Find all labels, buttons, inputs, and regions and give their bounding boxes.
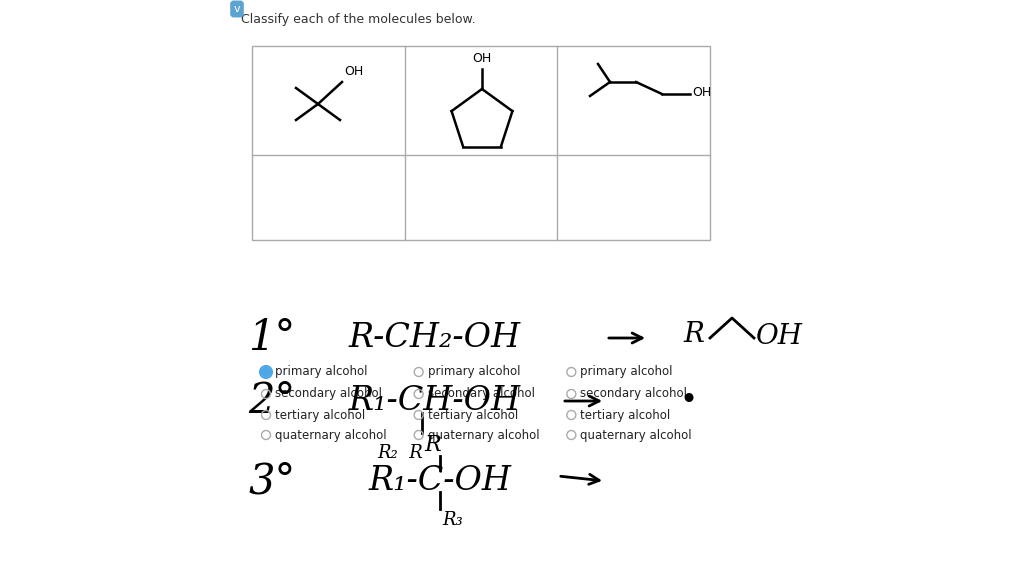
Text: tertiary alcohol: tertiary alcohol [428, 408, 518, 422]
Text: 1°: 1° [248, 317, 296, 359]
Text: v: v [233, 4, 241, 14]
Text: R-CH₂-OH: R-CH₂-OH [349, 322, 521, 354]
Text: R₃: R₃ [442, 511, 463, 529]
Text: R₁-C-OH: R₁-C-OH [369, 465, 512, 497]
Text: quaternary alcohol: quaternary alcohol [581, 429, 692, 441]
Text: primary alcohol: primary alcohol [275, 366, 368, 378]
Text: secondary alcohol: secondary alcohol [428, 388, 535, 400]
Text: R: R [683, 320, 705, 347]
Text: secondary alcohol: secondary alcohol [581, 388, 687, 400]
Text: •: • [679, 386, 697, 415]
Text: OH: OH [472, 52, 492, 65]
FancyBboxPatch shape [252, 46, 710, 240]
Text: secondary alcohol: secondary alcohol [275, 388, 382, 400]
Text: primary alcohol: primary alcohol [581, 366, 673, 378]
Text: tertiary alcohol: tertiary alcohol [581, 408, 671, 422]
Text: R₂  R: R₂ R [377, 444, 423, 462]
Text: OH: OH [344, 65, 364, 78]
Text: Classify each of the molecules below.: Classify each of the molecules below. [241, 13, 475, 26]
Text: 3°: 3° [248, 460, 296, 502]
Text: R₁-CH-OH: R₁-CH-OH [349, 385, 521, 417]
Text: tertiary alcohol: tertiary alcohol [275, 408, 366, 422]
Text: quaternary alcohol: quaternary alcohol [275, 429, 387, 441]
Text: OH: OH [756, 323, 803, 350]
Text: quaternary alcohol: quaternary alcohol [428, 429, 540, 441]
Text: OH: OH [692, 85, 712, 98]
Text: 2°: 2° [248, 380, 296, 422]
Text: primary alcohol: primary alcohol [428, 366, 520, 378]
Text: R: R [424, 434, 440, 456]
Circle shape [261, 367, 270, 377]
